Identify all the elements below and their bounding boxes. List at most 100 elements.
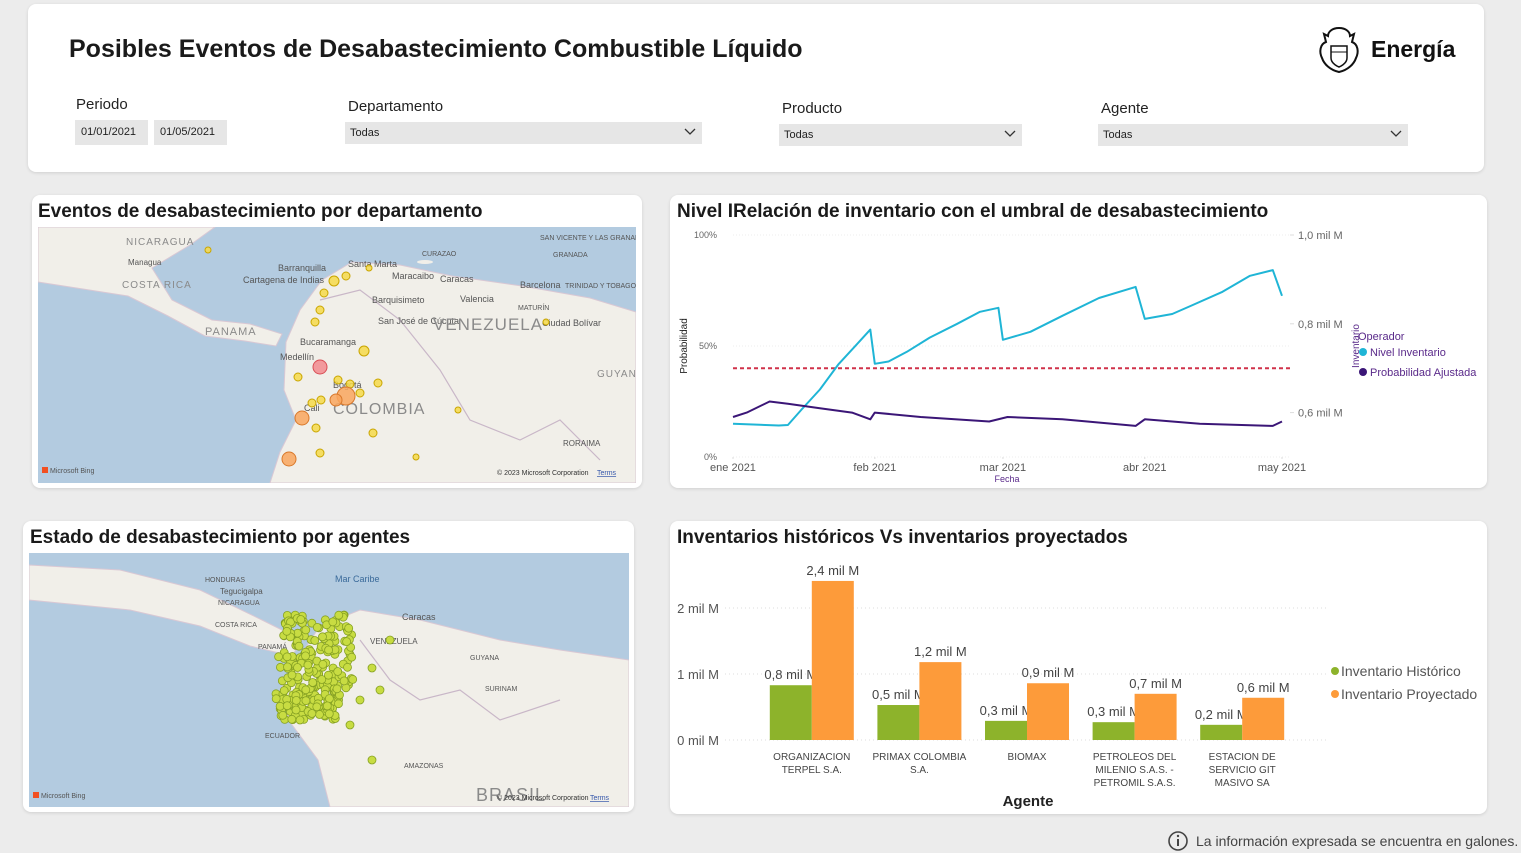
map-label: AMAZONAS <box>404 763 444 770</box>
map-2[interactable]: Mar Caribe HONDURAS Tegucigalpa NICARAGUA CO… <box>29 553 629 807</box>
dropdown-value: Todas <box>1103 129 1133 141</box>
map-label: SAN VICENTE Y LAS GRANADINAS <box>540 235 657 242</box>
x-tick-label: BIOMAX <box>1007 752 1047 763</box>
y-tick-label: 100% <box>694 230 717 240</box>
map-point <box>283 662 292 672</box>
map-label: Caracas <box>440 274 474 284</box>
bar <box>1200 724 1243 740</box>
map-bubble <box>294 410 310 426</box>
info-icon[interactable] <box>1167 830 1189 852</box>
legend-swatch <box>1331 690 1339 698</box>
map-bubble <box>358 345 370 357</box>
map-point <box>324 709 334 719</box>
map-label: GRANADA <box>553 252 588 259</box>
filter-label: Agente <box>1101 100 1149 117</box>
map-point <box>293 663 302 672</box>
map-bubble <box>341 271 351 281</box>
map-label: GUYANA <box>470 655 499 662</box>
value-label: 0,3 mil M <box>980 703 1033 718</box>
map-point <box>324 645 334 655</box>
map-1[interactable]: NICARAGUA Managua COSTA RICA PANAMA Barranqu… <box>38 227 657 483</box>
map-attribution: © 2023 Microsoft Corporation <box>497 469 589 477</box>
map-brand-icon <box>33 792 39 798</box>
value-label: 0,3 mil M <box>1087 704 1140 719</box>
map-point <box>282 652 292 662</box>
map-bubble <box>312 359 328 375</box>
map-bubble <box>355 388 365 398</box>
map-point <box>322 701 332 711</box>
map-label: COSTA RICA <box>122 280 192 291</box>
map-point <box>303 660 313 670</box>
land <box>38 227 283 347</box>
map-point <box>323 670 333 680</box>
map-bubble <box>315 448 325 458</box>
map-point <box>318 659 328 669</box>
map-point <box>301 696 311 706</box>
map-terms: Terms <box>597 470 617 477</box>
map-point <box>312 702 322 712</box>
map-brand-icon <box>42 467 48 473</box>
filter-label: Producto <box>782 100 843 117</box>
panel-title: Inventarios históricos Vs inventarios pr… <box>677 527 1128 548</box>
map-label: COSTA RICA <box>215 622 257 629</box>
map-label: PANAMÁ <box>258 642 287 651</box>
value-label: 0,5 mil M <box>872 687 925 702</box>
map-label: Maracaibo <box>392 271 434 281</box>
bar <box>1242 697 1285 740</box>
map-point <box>301 685 311 695</box>
legend-swatch <box>1359 348 1367 356</box>
map-bubble <box>311 423 321 433</box>
value-label: 0,6 mil M <box>1237 680 1290 695</box>
y-tick-label: 0% <box>704 452 717 462</box>
footer-note: La información expresada se encuentra en… <box>1196 833 1519 849</box>
dropdown[interactable]: Todas <box>1098 124 1408 146</box>
map-label: BRASIL <box>476 785 546 805</box>
map-label: HONDURAS <box>205 577 245 584</box>
map-label: Cartagena de Indias <box>243 275 325 285</box>
border <box>319 289 601 461</box>
border <box>359 639 561 721</box>
legend-label: Nivel Inventario <box>1370 347 1446 359</box>
map-point <box>310 636 320 645</box>
dropdown[interactable]: Todas <box>779 124 1022 146</box>
map-point <box>345 720 355 730</box>
map-label: ECUADOR <box>265 733 300 740</box>
map-bubble <box>310 317 320 327</box>
map-label: NICARAGUA <box>218 600 260 607</box>
map-label: TRINIDAD Y TOBAGO <box>565 283 637 290</box>
map-label: Barquisimeto <box>372 295 425 305</box>
map-point <box>343 662 352 672</box>
y-tick-label: 2 mil M <box>677 601 719 616</box>
chevron <box>1004 130 1016 137</box>
map-point <box>312 623 322 632</box>
map-label: Mar Caribe <box>335 574 380 584</box>
map-point <box>291 696 301 705</box>
x-tick-label: abr 2021 <box>1123 462 1166 474</box>
bar <box>1134 693 1177 740</box>
date-start[interactable]: 01/01/2021 <box>75 120 148 145</box>
line-series <box>732 400 1283 427</box>
map-point <box>355 695 365 705</box>
map-point <box>279 686 289 695</box>
map-point <box>344 623 354 633</box>
y-axis-title: Probabilidad <box>679 318 690 374</box>
logo-text: Energía <box>1371 36 1456 62</box>
map-terms: Terms <box>590 795 610 802</box>
map-point <box>301 651 310 661</box>
map-point <box>307 709 317 718</box>
map-bubble <box>307 398 317 408</box>
map-point <box>282 626 292 636</box>
dropdown[interactable]: Todas <box>345 122 702 144</box>
line-card <box>670 195 1487 488</box>
map-point <box>367 663 377 673</box>
value-label: 1,2 mil M <box>914 644 967 659</box>
filter-label: Periodo <box>76 96 128 113</box>
map-label: Cali <box>304 403 320 413</box>
map-point <box>287 670 297 680</box>
map-point <box>367 755 377 765</box>
legend-label: Inventario Histórico <box>1341 663 1461 679</box>
map-label: Barranquilla <box>278 263 326 273</box>
x-tick-label: ene 2021 <box>710 462 756 474</box>
date-end[interactable]: 01/05/2021 <box>154 120 227 145</box>
